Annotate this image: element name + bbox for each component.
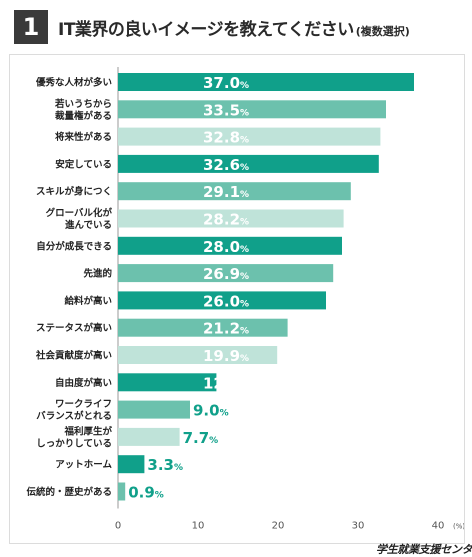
value-label: 37.0% <box>203 74 249 92</box>
category-label: 先進的 <box>83 268 112 280</box>
x-tick-label: 40 <box>432 521 445 532</box>
value-label: 33.5% <box>203 101 249 119</box>
value-label: 7.7% <box>183 429 219 447</box>
bar <box>118 209 344 228</box>
source-label: 学生就業支援センター <box>376 543 472 556</box>
x-tick-label: 30 <box>352 521 365 532</box>
bar <box>118 73 414 91</box>
chart-subtitle: (複数選択) <box>355 25 410 38</box>
x-tick-label: 20 <box>272 521 285 532</box>
question-number: 1 <box>14 10 48 44</box>
value-label: 3.3% <box>147 456 183 474</box>
category-label: 社会貢献度が高い <box>35 350 112 362</box>
bar <box>118 373 217 392</box>
bar <box>118 318 288 337</box>
category-label: 若いうちから裁量権がある <box>54 98 112 122</box>
value-label: 32.8% <box>203 129 249 147</box>
bar <box>118 291 326 310</box>
bar <box>118 427 180 446</box>
category-label: 自分が成長できる <box>36 240 112 252</box>
bar <box>118 455 145 474</box>
value-label: 26.0% <box>203 292 249 310</box>
category-label: 安定している <box>55 158 112 170</box>
value-label: 19.9% <box>203 347 249 365</box>
bar <box>118 236 342 255</box>
category-label: 伝統的・歴史がある <box>26 486 112 498</box>
x-axis-unit: (%) <box>453 523 464 531</box>
category-label: 給料が高い <box>64 295 112 307</box>
chart-header: 1 IT業界の良いイメージを教えてください (複数選択) <box>14 10 464 46</box>
chart-title: IT業界の良いイメージを教えてください (複数選択) <box>58 15 410 40</box>
category-label: 福利厚生がしっかりしている <box>36 425 112 449</box>
x-tick-label: 0 <box>115 521 121 532</box>
value-label: 26.9% <box>203 265 249 283</box>
x-tick-label: 10 <box>192 521 205 532</box>
chart-area: 0 10 20 30 40 (%) 優秀な人材が多い 37.0% 若いうちから裁量権がある 33.… <box>9 54 472 556</box>
value-label: 28.0% <box>203 238 249 256</box>
category-label: グローバル化が進んでいる <box>46 207 113 231</box>
bar <box>118 100 386 119</box>
bar <box>118 346 278 364</box>
category-label: アットホーム <box>55 460 112 471</box>
category-label: ワークライフバランスがとれる <box>36 399 112 422</box>
category-label: ステータスが高い <box>36 322 112 334</box>
bar <box>118 482 126 501</box>
bar <box>118 154 379 173</box>
value-label: 9.0% <box>193 402 229 420</box>
category-label: 自由度が高い <box>55 377 112 389</box>
value-label: 28.2% <box>203 211 249 229</box>
value-label: 0.9% <box>128 484 164 502</box>
category-label: 将来性がある <box>55 131 112 143</box>
chart-title-text: IT業界の良いイメージを教えてください <box>58 20 354 40</box>
value-label: 12.3% <box>203 374 249 392</box>
value-label: 21.2% <box>203 320 249 338</box>
value-label: 32.6% <box>203 156 249 174</box>
bar <box>118 127 381 146</box>
bar <box>118 182 351 201</box>
bar-chart: 0 10 20 30 40 (%) 優秀な人材が多い 37.0% 若いうちから裁量権がある 33.… <box>26 67 464 532</box>
bar <box>118 400 190 419</box>
category-label: スキルが身につく <box>36 186 112 198</box>
category-label: 優秀な人材が多い <box>35 77 112 89</box>
bar <box>118 264 334 283</box>
value-label: 29.1% <box>203 183 249 201</box>
